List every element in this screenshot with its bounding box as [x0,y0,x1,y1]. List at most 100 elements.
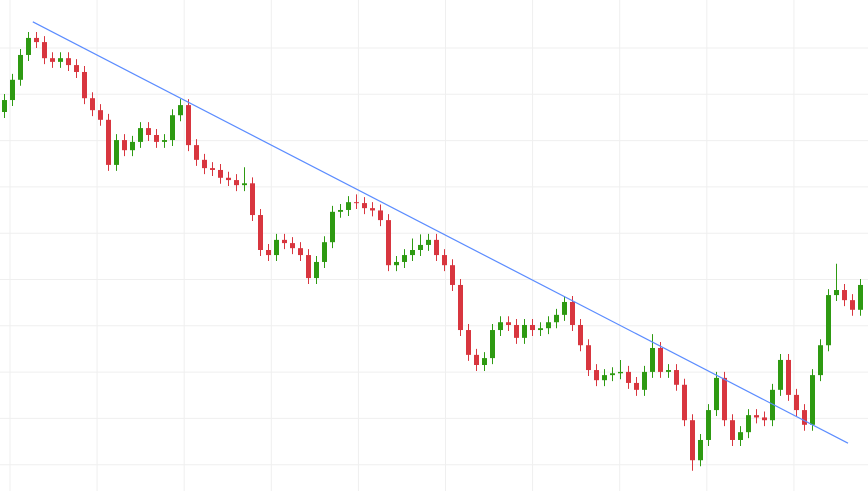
candle-down [850,294,855,316]
candle-down [218,163,223,184]
candle-body [650,347,655,372]
candle-body [82,71,87,99]
candle-body [434,239,439,256]
candle-down [74,59,79,78]
candle-body [442,255,447,266]
candle-body [322,242,327,262]
candle-body [546,322,551,329]
candle-up [602,369,607,387]
candle-down [842,284,847,307]
candle-down [90,92,95,117]
candle-down [258,209,263,256]
candle-body [490,330,495,359]
candle-body [714,377,719,411]
candle-body [378,210,383,221]
candle-body [250,183,255,216]
candle-body [402,255,407,262]
candle-up [538,322,543,337]
candle-up [826,289,831,352]
candle-body [666,370,671,372]
candle-up [170,109,175,147]
candle-up [26,31,31,61]
candle-up [130,135,135,157]
candle-up [810,369,815,431]
candle-body [762,417,767,421]
candle-up [738,426,743,446]
candle-up [778,353,783,396]
candle-down [226,171,231,187]
candle-up [650,334,655,378]
candles [2,31,863,471]
candle-body [194,145,199,160]
candle-up [858,278,863,316]
candle-body [466,330,471,355]
candle-body [258,215,263,250]
candle-down [450,259,455,291]
candle-body [10,79,15,101]
candle-body [498,322,503,331]
candle-down [194,139,199,166]
candle-down [786,353,791,401]
candle-body [170,115,175,141]
candle-body [538,328,543,331]
candle-body [346,202,351,210]
candle-up [714,371,719,417]
candle-body [138,128,143,142]
candle-up [178,99,183,122]
candle-body [554,314,559,323]
candle-body [786,359,791,395]
candle-down [634,376,639,396]
candle-body [858,284,863,310]
trendline [32,21,849,444]
candle-body [162,140,167,142]
candle-down [50,52,55,68]
candle-up [554,308,559,329]
candle-body [146,128,151,135]
candle-down [42,36,47,65]
candle-body [26,37,31,55]
candle-down [298,242,303,262]
candle-down [458,278,463,337]
candle-up [346,196,351,216]
candle-up [402,249,407,268]
candle-up [610,367,615,382]
candle-up [274,233,279,262]
candle-up [242,167,247,192]
candle-body [586,345,591,371]
candle-down [66,52,71,72]
candle-body [826,295,831,346]
candle-up [114,134,119,171]
candle-up [746,409,751,439]
candle-up [498,316,503,337]
candle-body [618,371,623,374]
candle-body [690,420,695,461]
candle-body [738,432,743,440]
candle-body [226,177,231,181]
candle-body [506,322,511,325]
candle-body [42,42,47,59]
candle-body [90,98,95,111]
candle-body [514,324,519,338]
candle-up [394,255,399,272]
candle-up [546,316,551,335]
candle-body [122,140,127,151]
candle-down [722,371,727,427]
candle-down [186,99,191,152]
candle-body [682,384,687,421]
candle-down [466,324,471,361]
candle-down [674,364,679,391]
candle-up [642,365,647,396]
candle-up [410,238,415,262]
trendline-layer [32,21,849,444]
candle-down [266,244,271,262]
candle-body [810,375,815,425]
candle-down [378,204,383,227]
candle-down [98,104,103,126]
candle-up [138,122,143,148]
candle-down [282,233,287,250]
candle-body [234,180,239,186]
candle-body [330,211,335,243]
candle-down [626,365,631,389]
